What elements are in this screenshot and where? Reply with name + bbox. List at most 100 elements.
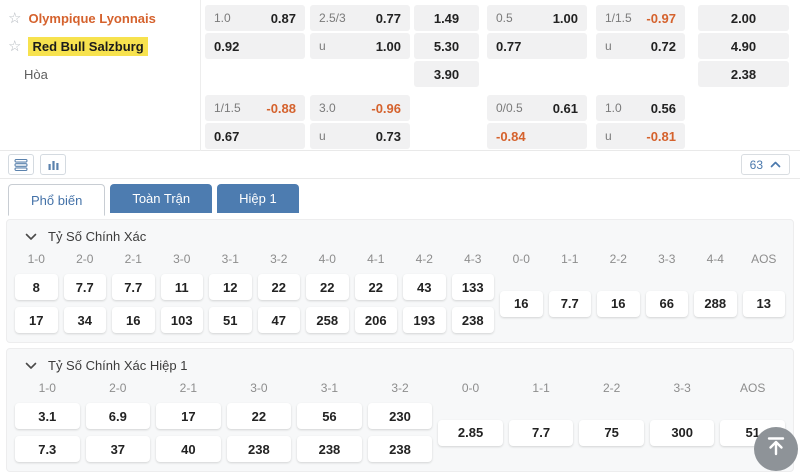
scroll-to-top-button[interactable] [754,427,798,471]
score-odd-chip[interactable]: 2.85 [438,419,503,446]
score-odd-chip[interactable]: 6.9 [85,403,151,429]
score-odd-chip[interactable]: 16 [112,307,155,333]
favorite-star-icon[interactable]: ☆ [8,37,22,55]
score-odd-chip[interactable]: 16 [500,290,543,317]
score-odd-chip[interactable]: 22 [257,274,300,300]
odds-cell[interactable]: 3.90 [414,61,479,87]
handicap-label: u [605,39,612,53]
odd-value: 4.90 [730,38,757,54]
score-column-header: 2-2 [602,380,621,395]
odds-cell[interactable]: 4.90 [698,33,789,59]
score-odd-chip[interactable]: 37 [85,436,151,462]
score-odd-chip[interactable]: 66 [645,290,688,317]
tab-phổ-biến[interactable]: Phổ biến [8,184,106,216]
odds-cell[interactable]: 1/1.5 -0.97 [596,5,685,31]
odds-cell[interactable]: 0.5 1.00 [487,5,587,31]
score-column-header: 2-2 [609,251,627,266]
score-section: Tỷ Số Chính Xác 1-0 8 17 2-0 7.7 34 2-1 7.7 16 3-… [6,219,794,343]
odds-list-view-button[interactable] [8,154,34,175]
score-odd-chip[interactable]: 34 [63,307,106,333]
favorite-star-icon[interactable]: ☆ [8,9,22,27]
score-odd-chip[interactable]: 56 [297,403,362,429]
score-odd-chip[interactable]: 8 [15,274,58,300]
score-column-header: 3-2 [270,251,288,266]
score-odd-chip[interactable]: 47 [257,307,300,333]
odds-cell[interactable]: 2.38 [698,61,789,87]
score-odd-chip[interactable]: 7.3 [15,436,80,462]
score-odd-chip[interactable]: 238 [226,436,292,462]
handicap-label: 0/0.5 [496,101,523,115]
odds-cell[interactable]: 3.0 -0.96 [310,95,410,121]
score-column-header: 4-3 [464,251,482,266]
handicap-label: 1/1.5 [605,11,632,25]
odds-cell[interactable]: 1.49 [414,5,479,31]
odd-value: 0.61 [552,100,578,116]
odd-value: 5.30 [433,38,460,54]
score-column-header: 1-0 [27,251,45,266]
score-odd-chip[interactable]: 103 [160,307,203,333]
odds-cell[interactable]: u 1.00 [310,33,410,59]
odd-value: 3.90 [433,66,460,82]
score-odd-chip[interactable]: 43 [403,274,446,300]
score-odd-chip[interactable]: 13 [742,290,785,317]
score-odd-chip[interactable]: 22 [354,274,397,300]
away-team-row: ☆ Red Bull Salzburg [0,33,148,59]
odds-cell[interactable]: -0.84 [487,123,587,149]
odds-chart-view-button[interactable] [40,154,66,175]
score-odd-chip[interactable]: 75 [579,419,644,446]
score-odd-chip[interactable]: 3.1 [15,403,80,429]
odd-value: -0.96 [371,100,401,116]
handicap-label: 1.0 [214,11,231,25]
odds-cell[interactable]: 1.0 0.56 [596,95,685,121]
odds-cell[interactable]: 1/1.5 -0.88 [205,95,305,121]
collapse-chevron-icon[interactable] [25,362,37,370]
score-odd-chip[interactable]: 40 [156,436,221,462]
score-odd-chip[interactable]: 300 [649,419,715,446]
score-odd-chip[interactable]: 238 [367,436,433,462]
score-odd-chip[interactable]: 51 [209,307,252,333]
score-column-header: 3-1 [320,380,339,395]
score-odd-chip[interactable]: 7.7 [63,274,106,300]
score-odd-chip[interactable]: 17 [156,403,221,429]
odds-cell[interactable]: u -0.81 [596,123,685,149]
score-odd-chip[interactable]: 133 [451,274,494,300]
stacked-list-icon [14,158,28,171]
score-odd-chip[interactable]: 7.7 [112,274,155,300]
odds-cell[interactable]: 0.67 [205,123,305,149]
tab-hiệp-1[interactable]: Hiệp 1 [217,184,299,213]
tab-toàn-trận[interactable]: Toàn Trận [110,184,213,213]
score-odd-chip[interactable]: 17 [15,307,58,333]
section-header: Tỷ Số Chính Xác [15,227,785,250]
score-odd-chip[interactable]: 22 [226,403,292,429]
score-odd-chip[interactable]: 7.7 [508,419,574,446]
odds-cell[interactable]: 5.30 [414,33,479,59]
home-team-row: ☆ Olympique Lyonnais [0,5,156,31]
odds-cell[interactable]: 0.77 [487,33,587,59]
score-section: Tỷ Số Chính Xác Hiệp 1 1-0 3.1 7.3 2-0 6.9 37… [6,348,794,472]
score-odd-chip[interactable]: 230 [367,403,433,429]
score-odd-chip[interactable]: 16 [597,290,640,317]
odd-value: 2.00 [730,10,757,26]
score-column-header: 3-2 [391,380,409,395]
score-odd-chip[interactable]: 238 [297,436,362,462]
collapse-chevron-icon[interactable] [25,233,37,241]
odds-cell[interactable]: 1.0 0.87 [205,5,305,31]
score-odd-chip[interactable]: 22 [306,274,349,300]
score-odd-chip[interactable]: 12 [209,274,252,300]
score-odd-chip[interactable]: 258 [306,307,349,333]
score-column-header: 0-0 [461,380,480,395]
score-odd-chip[interactable]: 193 [403,307,446,333]
odds-cell[interactable]: 0.92 [205,33,305,59]
odds-cell[interactable]: u 0.72 [596,33,685,59]
score-odd-chip[interactable]: 288 [694,290,737,317]
odds-cell[interactable]: 2.5/3 0.77 [310,5,410,31]
score-odd-chip[interactable]: 238 [451,307,494,333]
odds-cell[interactable]: 0/0.5 0.61 [487,95,587,121]
score-odd-chip[interactable]: 206 [354,307,397,333]
odds-cell[interactable]: u 0.73 [310,123,410,149]
odd-value: 1.00 [375,38,401,54]
odds-cell[interactable]: 2.00 [698,5,789,31]
market-count-toggle[interactable]: 63 [740,154,790,175]
score-odd-chip[interactable]: 11 [160,274,203,300]
score-odd-chip[interactable]: 7.7 [548,290,591,317]
